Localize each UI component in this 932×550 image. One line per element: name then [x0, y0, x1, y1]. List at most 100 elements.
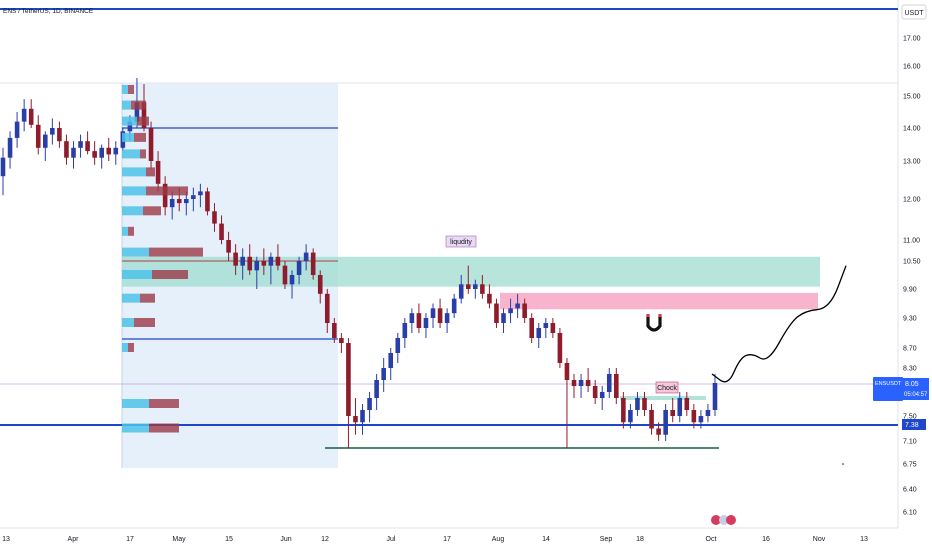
candle-body[interactable]	[458, 284, 464, 299]
candle-body[interactable]	[240, 256, 245, 266]
candle-body[interactable]	[656, 428, 661, 435]
candle-body[interactable]	[388, 353, 394, 368]
candle-body[interactable]	[183, 199, 189, 204]
candle-body[interactable]	[557, 333, 563, 363]
candle-body[interactable]	[508, 308, 513, 314]
candle-body[interactable]	[99, 147, 104, 158]
candle-body[interactable]	[691, 410, 697, 423]
candle-body[interactable]	[324, 293, 330, 323]
candle-body[interactable]	[712, 383, 718, 410]
candle-body[interactable]	[515, 303, 520, 309]
candle-body[interactable]	[282, 265, 288, 285]
currency-box[interactable]: USDT	[901, 4, 927, 20]
candle-body[interactable]	[332, 323, 337, 338]
candle-body[interactable]	[35, 124, 41, 148]
candle-body[interactable]	[487, 293, 492, 304]
candle-body[interactable]	[0, 157, 6, 177]
candle-body[interactable]	[78, 141, 83, 148]
candle-body[interactable]	[296, 261, 302, 275]
candle-body[interactable]	[219, 223, 224, 240]
candle-body[interactable]	[684, 398, 690, 410]
candle-body[interactable]	[339, 338, 344, 343]
candle-body[interactable]	[635, 398, 640, 410]
candle-body[interactable]	[21, 108, 27, 122]
candle-body[interactable]	[480, 284, 485, 294]
candle-body[interactable]	[64, 141, 69, 158]
candle-body[interactable]	[127, 121, 133, 132]
candle-body[interactable]	[141, 102, 147, 128]
candle-body[interactable]	[212, 211, 217, 224]
candle-body[interactable]	[606, 374, 612, 392]
events-icon[interactable]	[711, 515, 736, 525]
candle-body[interactable]	[289, 275, 295, 285]
candle-body[interactable]	[501, 313, 506, 323]
candle-body[interactable]	[444, 313, 450, 323]
candle-body[interactable]	[543, 323, 549, 328]
candle-body[interactable]	[663, 410, 668, 435]
candle-body[interactable]	[628, 410, 633, 423]
candle-body[interactable]	[303, 252, 309, 261]
candle-body[interactable]	[614, 374, 619, 398]
candle-body[interactable]	[353, 416, 358, 423]
candle-body[interactable]	[247, 256, 253, 271]
candle-body[interactable]	[233, 252, 238, 266]
candle-body[interactable]	[698, 416, 704, 423]
candle-body[interactable]	[395, 338, 401, 353]
candle-body[interactable]	[162, 183, 168, 208]
candle-body[interactable]	[155, 161, 161, 184]
price-axis[interactable]: 17.00 16.00 15.00 14.00 13.00 12.00 11.00 10.50…	[873, 36, 929, 517]
candle-body[interactable]	[50, 128, 55, 135]
candle-body[interactable]	[670, 410, 676, 416]
candle-body[interactable]	[317, 275, 323, 294]
candle-body[interactable]	[191, 195, 196, 199]
candle-body[interactable]	[536, 328, 542, 338]
candle-body[interactable]	[494, 303, 499, 324]
candle-body[interactable]	[176, 199, 182, 204]
candle-body[interactable]	[14, 121, 20, 138]
candle-body[interactable]	[409, 313, 415, 323]
candle-body[interactable]	[268, 256, 274, 266]
candle-body[interactable]	[578, 380, 584, 386]
candle-body[interactable]	[106, 147, 112, 155]
candle-body[interactable]	[642, 398, 647, 410]
candle-body[interactable]	[529, 318, 535, 338]
candle-body[interactable]	[473, 284, 478, 289]
candle-body[interactable]	[346, 343, 351, 416]
time-axis[interactable]: 13 Apr 17 May 15 Jun 12 Jul 17 Aug 14 Sep 18 Oct 16 Nov…	[2, 515, 868, 543]
candle-body[interactable]	[416, 313, 422, 328]
candle-body[interactable]	[451, 298, 457, 314]
candle-body[interactable]	[57, 128, 62, 142]
price-badge-bg[interactable]	[873, 377, 903, 401]
candle-body[interactable]	[148, 128, 154, 161]
candle-body[interactable]	[705, 410, 711, 416]
candle-body[interactable]	[423, 318, 429, 328]
candle-body[interactable]	[360, 410, 365, 423]
candle-body[interactable]	[261, 261, 267, 266]
candle-body[interactable]	[254, 261, 260, 271]
candle-body[interactable]	[430, 308, 436, 318]
candle-body[interactable]	[649, 410, 654, 429]
candle-body[interactable]	[226, 240, 231, 253]
candle-body[interactable]	[374, 380, 379, 398]
candle-body[interactable]	[437, 308, 443, 323]
candle-body[interactable]	[571, 380, 577, 386]
candle-body[interactable]	[367, 398, 372, 410]
candle-body[interactable]	[205, 191, 210, 212]
candle-body[interactable]	[381, 368, 386, 380]
candle-body[interactable]	[465, 284, 471, 289]
candle-body[interactable]	[28, 108, 34, 125]
candle-body[interactable]	[198, 191, 203, 196]
candle-body[interactable]	[402, 323, 408, 338]
candle-body[interactable]	[71, 147, 76, 158]
candle-body[interactable]	[275, 256, 281, 266]
candle-body[interactable]	[85, 141, 90, 152]
candles-group[interactable]	[0, 78, 718, 448]
candle-body[interactable]	[42, 134, 48, 148]
candle-body[interactable]	[677, 398, 683, 416]
candle-body[interactable]	[134, 102, 140, 122]
candle-body[interactable]	[599, 392, 605, 398]
candle-body[interactable]	[592, 386, 598, 398]
candle-body[interactable]	[7, 137, 13, 158]
